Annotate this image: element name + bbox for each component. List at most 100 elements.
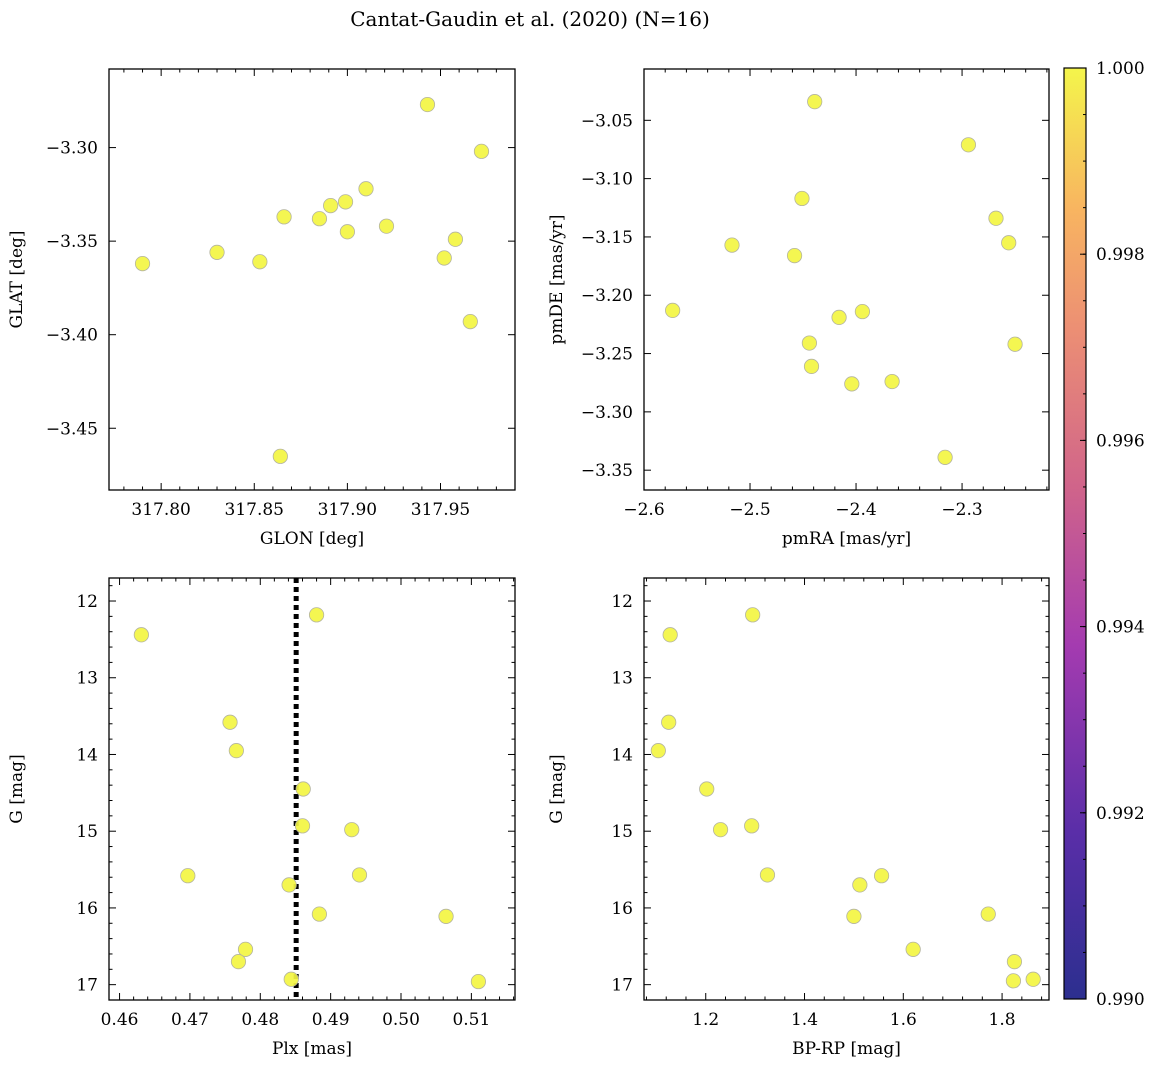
panel-2: −2.6 −2.5 −2.4 −2.3 −3.05 −3.10 −3.15 −3.20 −3.2… (547, 68, 1050, 549)
x-tick-label: 0.51 (452, 1010, 490, 1030)
x-tick-label: 317.85 (225, 500, 284, 520)
scatter-point (311, 211, 328, 227)
scatter-point (180, 868, 196, 884)
scatter-point (852, 877, 868, 893)
figure-title: Cantat-Gaudin et al. (2020) (N=16) (350, 7, 710, 31)
colorbar-gradient (1064, 68, 1086, 999)
scatter-point (358, 181, 374, 197)
scatter-point (873, 868, 890, 884)
y-axis-label: G [mag] (547, 754, 567, 823)
scatter-point (807, 94, 823, 110)
x-tick-label: −2.6 (623, 500, 664, 520)
scatter-point (272, 448, 288, 464)
axes-frame (643, 68, 1050, 491)
scatter-point (745, 607, 761, 623)
colorbar-tick-label: 0.996 (1096, 431, 1145, 451)
scatter-point (462, 313, 478, 330)
y-tick-label: 15 (611, 822, 633, 842)
scatter-point (831, 309, 847, 326)
scatter-point (323, 197, 339, 214)
scatter-point (803, 358, 820, 374)
y-tick-label: −3.35 (46, 232, 98, 252)
scatter-point (905, 941, 921, 957)
scatter-point (294, 818, 311, 834)
y-tick-label: 16 (76, 899, 98, 919)
scatter-points (665, 94, 1023, 465)
scatter-point (650, 743, 666, 759)
scatter-point (759, 867, 776, 883)
scatter-point (854, 303, 871, 320)
scatter-point (133, 627, 149, 643)
scatter-point (884, 373, 900, 390)
scatter-points (650, 607, 1041, 989)
x-tick-label: 0.49 (312, 1010, 350, 1030)
scatter-point (786, 247, 803, 264)
y-tick-label: −3.15 (581, 228, 633, 248)
y-axis-label: GLAT [deg] (7, 230, 27, 328)
scatter-point (724, 237, 740, 253)
x-tick-label: −2.4 (835, 500, 876, 520)
scatter-point (662, 627, 678, 643)
scatter-point (134, 255, 151, 272)
scatter-point (794, 190, 810, 207)
x-tick-label: 317.90 (318, 500, 377, 520)
scatter-point (308, 607, 325, 623)
scatter-point (1005, 973, 1022, 989)
y-tick-label: 12 (611, 592, 633, 612)
scatter-point (237, 941, 254, 957)
y-tick-label: −3.45 (46, 419, 98, 439)
y-tick-label: −3.35 (581, 461, 633, 481)
scatter-point (351, 867, 368, 883)
colorbar-tick-label: 0.998 (1096, 245, 1145, 265)
scatter-point (252, 254, 268, 270)
scatter-points (133, 607, 487, 990)
y-tick-label: −3.30 (46, 139, 98, 159)
scatter-point (744, 818, 760, 834)
scatter-point (419, 96, 436, 113)
scatter-point (712, 822, 729, 838)
y-axis-label: pmDE [mas/yr] (547, 214, 567, 344)
y-tick-label: −3.40 (46, 326, 98, 346)
y-tick-label: 17 (76, 976, 98, 996)
scatter-point (661, 714, 677, 730)
x-tick-label: 1.6 (890, 1010, 917, 1030)
colorbar: 0.990 0.992 0.994 0.996 0.998 1.000 (1063, 59, 1145, 1010)
scatter-point (209, 244, 225, 260)
scatter-point (339, 224, 355, 240)
scatter-point (1006, 954, 1023, 970)
scatter-point (1001, 235, 1017, 251)
scatter-point (665, 302, 681, 319)
scatter-point (846, 908, 862, 924)
y-tick-label: 12 (76, 592, 98, 612)
scatter-point (844, 376, 860, 392)
scatter-point (344, 822, 360, 838)
scatter-point (228, 743, 244, 759)
scatter-point (937, 449, 953, 465)
scatter-point (276, 209, 292, 225)
x-axis-label: BP-RP [mag] (792, 1039, 901, 1059)
x-tick-label: 1.8 (989, 1010, 1016, 1030)
scatter-point (1025, 971, 1041, 987)
y-tick-label: −3.20 (581, 286, 633, 306)
scatter-point (230, 954, 247, 970)
x-tick-label: 1.2 (692, 1010, 719, 1030)
y-tick-label: 14 (611, 745, 633, 765)
scatter-point (988, 210, 1004, 226)
panel-3: 0.46 0.47 0.48 0.49 0.50 0.51 12 13 14 15 16 17 Plx … (7, 577, 516, 1059)
x-tick-label: −2.5 (729, 500, 770, 520)
x-tick-label: 0.47 (171, 1010, 209, 1030)
scatter-points (134, 96, 490, 464)
ticks (109, 69, 516, 490)
y-tick-label: −3.25 (581, 345, 633, 365)
x-tick-label: −2.3 (941, 500, 982, 520)
scatter-point (295, 781, 311, 797)
x-axis-label: Plx [mas] (272, 1039, 352, 1059)
y-tick-label: −3.30 (581, 403, 633, 423)
scatter-point (222, 714, 238, 730)
scatter-point (801, 335, 817, 351)
scatter-point (337, 194, 354, 210)
scatter-point (436, 250, 452, 266)
x-tick-label: 0.46 (101, 1010, 139, 1030)
scatter-point (311, 906, 327, 922)
